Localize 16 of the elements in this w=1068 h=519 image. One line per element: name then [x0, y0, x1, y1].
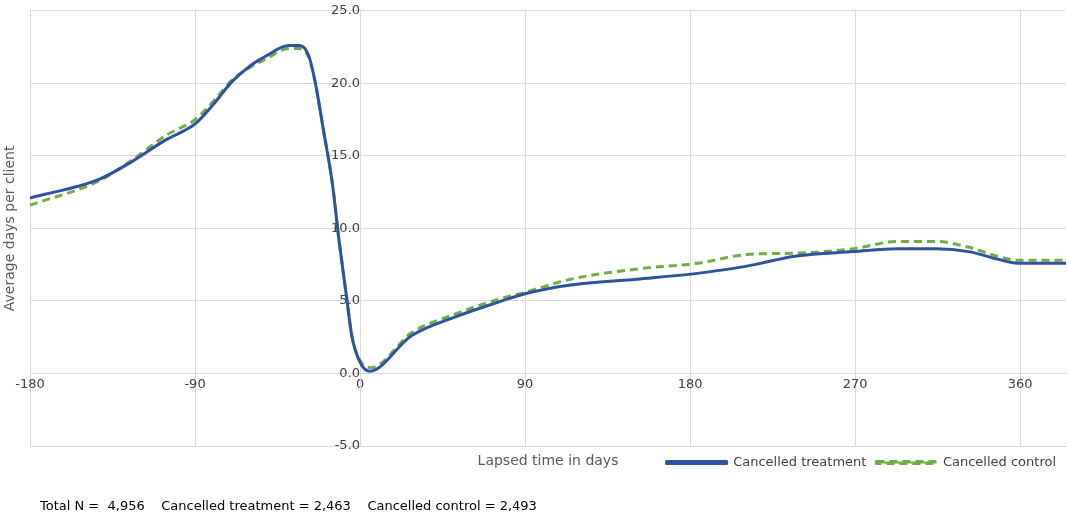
x-tick-label: -180	[15, 375, 45, 391]
x-tick-label: -90	[184, 375, 206, 391]
y-tick-label: 20.0	[331, 74, 361, 90]
x-tick-label: 90	[516, 375, 534, 391]
x-tick-label: 270	[842, 375, 868, 391]
text: Total N = 4,956 Cancelled treatment = 2,463 Cancelled control = 2,493	[39, 498, 537, 514]
x-tick-label: 180	[677, 375, 703, 391]
x-axis-title: Lapsed time in days	[477, 451, 619, 468]
x-tick-label: 360	[1007, 375, 1033, 391]
y-tick-label: 15.0	[331, 147, 361, 163]
legend-label: Cancelled treatment	[733, 453, 867, 469]
legend-label: Cancelled control	[942, 453, 1057, 469]
y-tick-label: 25.0	[331, 2, 361, 18]
y-tick-label: -5.0	[334, 437, 361, 453]
y-tick-label: 0.0	[339, 364, 361, 380]
y-axis-title: Average days per client	[0, 145, 17, 312]
